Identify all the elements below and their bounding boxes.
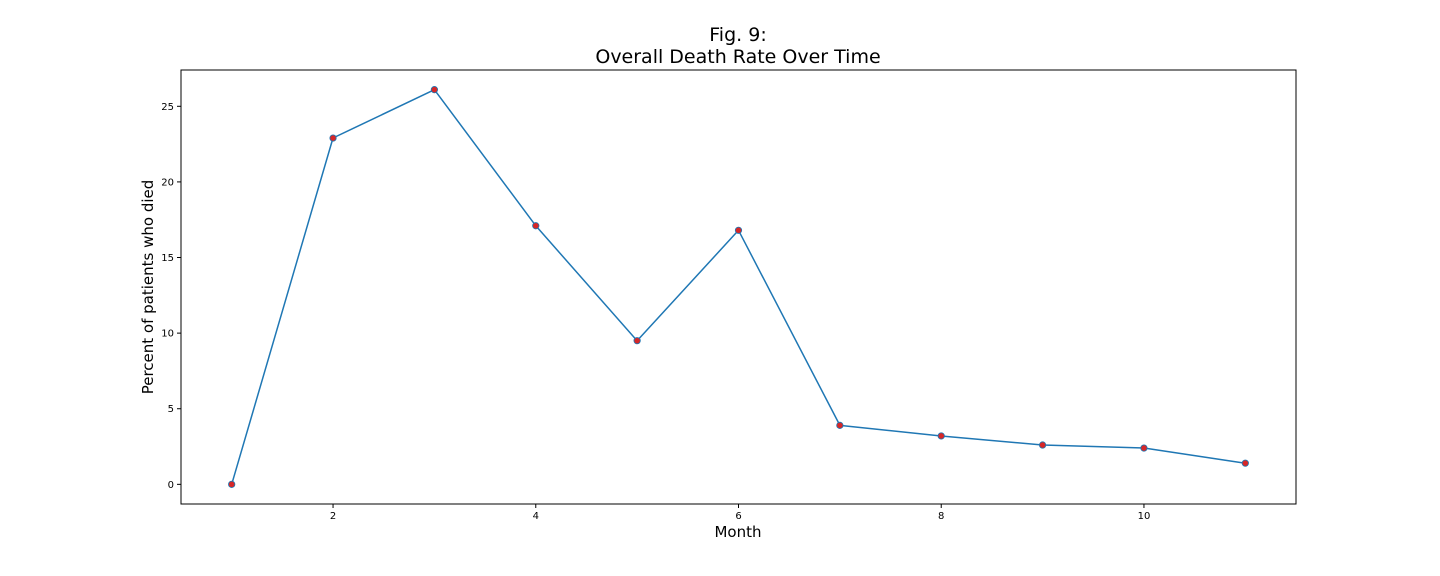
y-tick-label: 10 — [161, 329, 174, 340]
y-tick-label: 0 — [168, 480, 174, 491]
y-tick-label: 5 — [168, 404, 174, 415]
series-line — [230, 88, 1246, 485]
chart-title-line1: Fig. 9: — [709, 24, 766, 46]
data-point — [228, 480, 236, 488]
y-tick-label: 25 — [161, 102, 174, 113]
data-point — [430, 86, 439, 94]
x-tick-label: 2 — [330, 511, 336, 522]
x-tick-label: 4 — [533, 511, 539, 522]
x-tick-label: 10 — [1138, 511, 1151, 522]
y-tick-label: 20 — [161, 177, 174, 188]
data-point — [1140, 444, 1148, 452]
data-point — [532, 222, 540, 230]
data-point — [1038, 441, 1047, 449]
y-tick-label: 15 — [161, 253, 174, 264]
y-axis-label: Percent of patients who died — [139, 180, 157, 395]
plot-area: 2 4 6 8 10 0 5 10 15 20 25 — [161, 86, 1249, 522]
data-point — [329, 134, 337, 142]
x-tick-label: 8 — [938, 511, 944, 522]
data-point — [836, 421, 844, 429]
x-tick-label: 6 — [735, 511, 741, 522]
x-axis-label: Month — [714, 523, 761, 541]
chart-title-line2: Overall Death Rate Over Time — [595, 46, 880, 68]
data-point — [937, 432, 945, 440]
data-point — [1241, 459, 1249, 467]
data-point — [633, 337, 641, 345]
data-point — [734, 226, 743, 234]
plot-frame — [180, 69, 1297, 505]
